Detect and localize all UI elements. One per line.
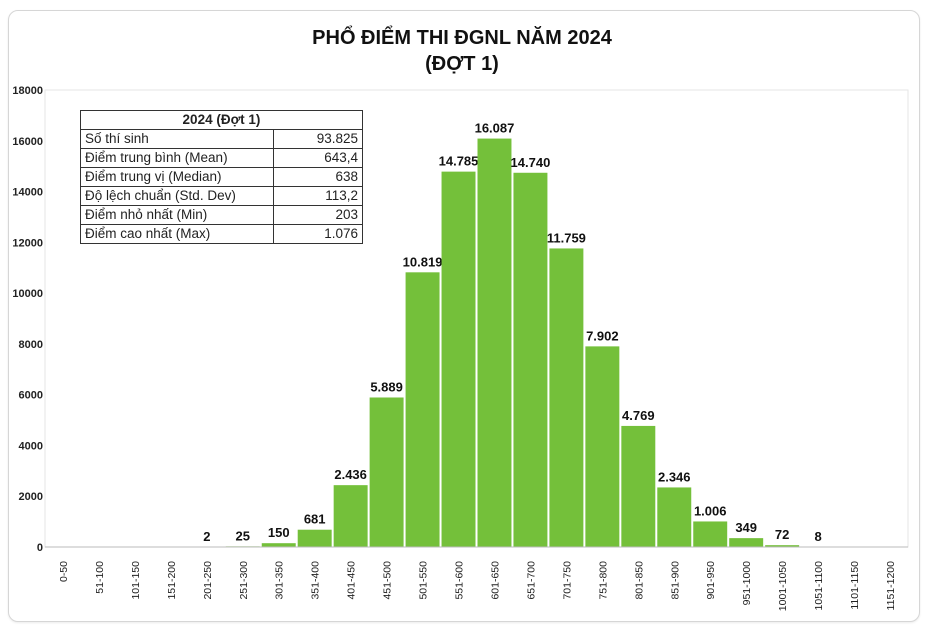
x-tick-label: 201-250 xyxy=(202,561,214,600)
y-tick-label: 18000 xyxy=(12,85,43,97)
x-tick-label: 451-500 xyxy=(382,561,394,600)
y-tick-label: 2000 xyxy=(19,491,43,503)
y-tick-label: 8000 xyxy=(19,339,43,351)
stats-value: 643,4 xyxy=(273,148,363,168)
bar-451-500 xyxy=(369,397,404,547)
data-label: 150 xyxy=(268,525,290,540)
stats-label: Độ lệch chuẩn (Std. Dev) xyxy=(80,186,274,206)
x-tick-label: 51-100 xyxy=(94,561,106,594)
data-label: 4.769 xyxy=(622,408,655,423)
x-tick-label: 351-400 xyxy=(310,561,322,600)
stats-label: Điểm trung bình (Mean) xyxy=(80,148,274,168)
data-label: 349 xyxy=(735,520,757,535)
data-label: 1.006 xyxy=(694,503,727,518)
x-tick-label: 651-700 xyxy=(525,561,537,600)
data-label: 16.087 xyxy=(475,121,515,136)
data-label: 25 xyxy=(236,528,250,543)
x-tick-label: 801-850 xyxy=(633,561,645,600)
x-tick-label: 301-350 xyxy=(274,561,286,600)
stats-label: Điểm nhỏ nhất (Min) xyxy=(80,205,274,225)
stats-row: Điểm trung vị (Median) 638 xyxy=(80,167,363,187)
x-tick-label: 1051-1100 xyxy=(813,561,825,611)
bar-351-400 xyxy=(297,529,332,547)
bar-951-1000 xyxy=(729,538,764,547)
chart-subtitle: (ĐỢT 1) xyxy=(425,53,499,75)
y-tick-label: 14000 xyxy=(12,187,43,199)
x-tick-label: 401-450 xyxy=(346,561,358,600)
x-tick-label: 601-650 xyxy=(489,561,501,600)
bar-701-750 xyxy=(549,248,584,547)
stats-row: Điểm nhỏ nhất (Min) 203 xyxy=(80,205,363,225)
stats-header: 2024 (Đợt 1) xyxy=(80,110,363,130)
bar-751-800 xyxy=(585,346,620,547)
x-tick-label: 701-750 xyxy=(561,561,573,600)
stats-value: 638 xyxy=(273,167,363,187)
bar-601-650 xyxy=(477,138,512,547)
x-tick-label: 1151-1200 xyxy=(885,561,897,611)
data-label: 2.346 xyxy=(658,469,691,484)
data-label: 11.759 xyxy=(547,230,586,245)
x-tick-label: 851-900 xyxy=(669,561,681,600)
stats-row: Điểm trung bình (Mean) 643,4 xyxy=(80,148,363,168)
x-tick-label: 951-1000 xyxy=(741,561,753,606)
data-label: 7.902 xyxy=(586,328,619,343)
x-tick-label: 751-800 xyxy=(597,561,609,600)
bar-801-850 xyxy=(621,425,656,547)
stats-value: 1.076 xyxy=(273,224,363,244)
data-label: 681 xyxy=(304,512,326,527)
data-label: 14.785 xyxy=(439,154,479,169)
y-tick-label: 10000 xyxy=(12,288,43,300)
bar-851-900 xyxy=(657,487,692,547)
stats-value: 203 xyxy=(273,205,363,225)
bar-301-350 xyxy=(261,543,296,547)
x-tick-label: 101-150 xyxy=(130,561,142,600)
x-tick-label: 1001-1050 xyxy=(777,561,789,611)
y-tick-label: 6000 xyxy=(19,390,43,402)
bar-501-550 xyxy=(405,272,440,547)
y-tick-label: 16000 xyxy=(12,136,43,148)
x-tick-label: 501-550 xyxy=(418,561,430,600)
x-tick-label: 901-950 xyxy=(705,561,717,600)
y-tick-label: 4000 xyxy=(19,440,43,452)
bar-401-450 xyxy=(333,485,368,547)
y-tick-label: 12000 xyxy=(12,237,43,249)
data-label: 2 xyxy=(203,529,210,544)
chart-title: PHỔ ĐIỂM THI ĐGNL NĂM 2024 xyxy=(312,25,613,49)
stats-label: Số thí sinh xyxy=(80,129,274,149)
stats-label: Điểm trung vị (Median) xyxy=(80,167,274,187)
bar-901-950 xyxy=(693,521,728,547)
stats-value: 113,2 xyxy=(273,186,363,206)
data-label: 14.740 xyxy=(511,155,551,170)
y-tick-label: 0 xyxy=(37,542,43,554)
x-tick-label: 251-300 xyxy=(238,561,250,600)
stats-row: Điểm cao nhất (Max) 1.076 xyxy=(80,224,363,244)
data-label: 72 xyxy=(775,527,789,542)
x-tick-label: 1101-1150 xyxy=(849,561,861,610)
x-tick-label: 551-600 xyxy=(454,561,466,600)
bar-1001-1050 xyxy=(765,545,800,547)
stats-value: 93.825 xyxy=(273,129,363,149)
data-label: 8 xyxy=(814,529,821,544)
stats-row: Độ lệch chuẩn (Std. Dev) 113,2 xyxy=(80,186,363,206)
x-tick-label: 0-50 xyxy=(58,561,70,582)
bar-551-600 xyxy=(441,171,476,547)
bar-651-700 xyxy=(513,172,548,548)
data-label: 5.889 xyxy=(370,379,403,394)
data-label: 10.819 xyxy=(403,254,443,269)
data-label: 2.436 xyxy=(334,467,367,482)
stats-table: 2024 (Đợt 1) Số thí sinh 93.825 Điểm trung… xyxy=(80,110,363,244)
stats-row: Số thí sinh 93.825 xyxy=(80,129,363,149)
x-tick-label: 151-200 xyxy=(166,561,178,600)
stats-label: Điểm cao nhất (Max) xyxy=(80,224,274,244)
